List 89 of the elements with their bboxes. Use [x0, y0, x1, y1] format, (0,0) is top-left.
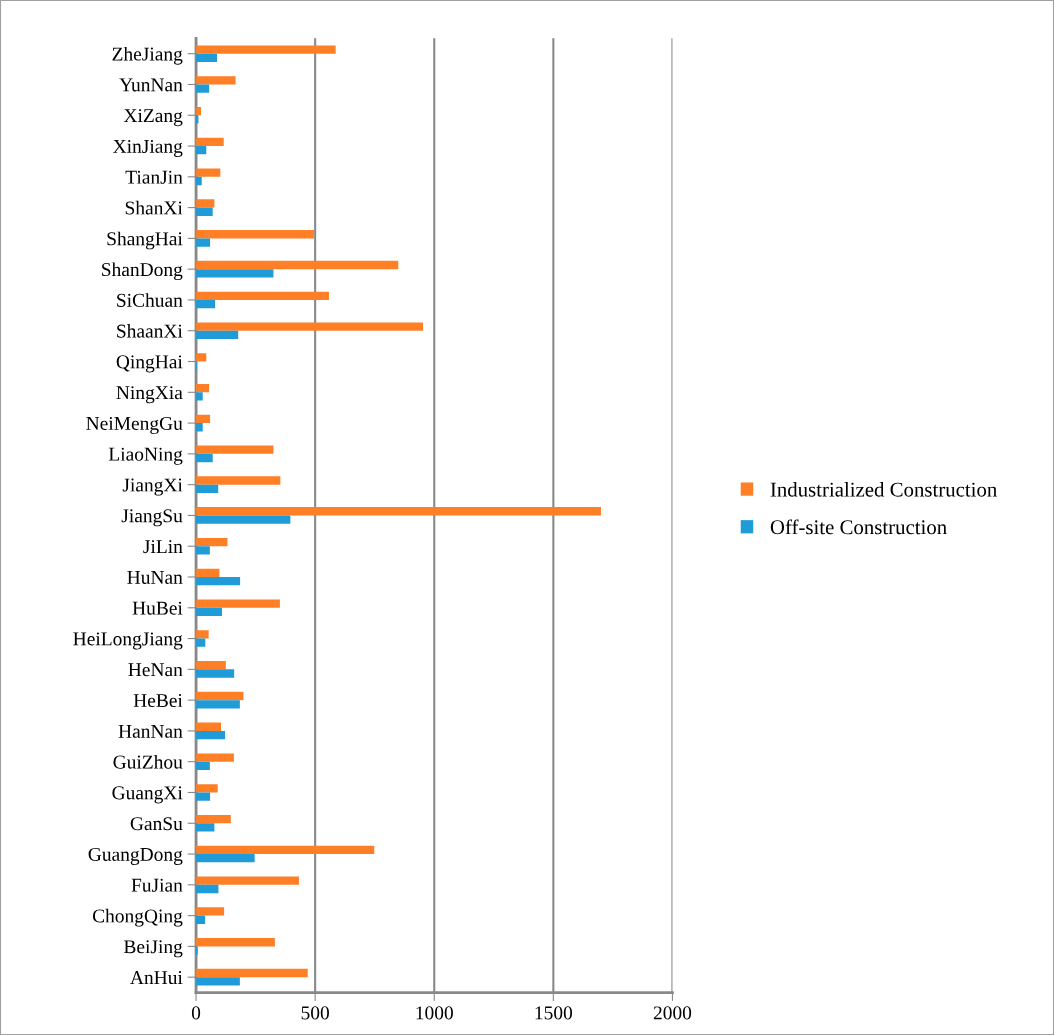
- bar: [196, 792, 211, 801]
- y-tick-label: ChongQing: [92, 908, 183, 927]
- y-tick-label: ShanDong: [102, 262, 183, 281]
- y-tick-label: JiangSu: [121, 509, 183, 527]
- bar: [196, 876, 299, 885]
- bar: [196, 260, 399, 270]
- x-tick-label: 1500: [535, 1006, 573, 1020]
- bar: [196, 546, 210, 555]
- y-tick-label: YunNan: [119, 78, 183, 92]
- bar: [196, 84, 210, 93]
- y-tick-label: XiZang: [123, 109, 183, 127]
- bar: [196, 669, 235, 678]
- y-tick-label: ShangHai: [107, 231, 183, 250]
- bar: [196, 269, 274, 278]
- bar: [196, 730, 226, 740]
- y-tick-label: GuiZhou: [113, 754, 183, 769]
- bar: [196, 330, 239, 340]
- bar: [196, 299, 216, 309]
- y-tick-label: ShaanXi: [117, 323, 183, 338]
- bar: [196, 568, 220, 577]
- y-tick-label: FuJian: [131, 878, 183, 892]
- legend-label: Industrialized Construction: [770, 481, 997, 497]
- bar: [196, 76, 236, 85]
- bar: [196, 630, 209, 639]
- bar: [196, 938, 275, 947]
- y-tick-label: QingHai: [116, 355, 183, 373]
- bar: [196, 977, 240, 986]
- bar: [196, 507, 601, 516]
- y-tick-label: BeiJing: [123, 940, 183, 958]
- bar: [196, 238, 211, 247]
- bar: [196, 453, 213, 463]
- y-tick-label: HeBei: [133, 694, 183, 708]
- bar: [196, 476, 281, 485]
- y-tick-label: HuBei: [132, 601, 183, 615]
- bar: [196, 537, 228, 547]
- bar: [196, 607, 223, 617]
- bar: [196, 907, 225, 916]
- bar: [196, 753, 234, 762]
- bar: [196, 823, 215, 832]
- legend-label: Off-site Construction: [770, 519, 947, 535]
- y-tick-label: XinJiang: [113, 139, 183, 157]
- bar: [196, 168, 221, 177]
- y-tick-label: NeiMengGu: [86, 416, 183, 434]
- bar: [196, 53, 218, 62]
- y-tick-label: GuangXi: [112, 786, 183, 804]
- bar: [196, 700, 240, 709]
- bar: [196, 353, 207, 362]
- x-tick-label: 2000: [653, 1006, 692, 1020]
- bar: [196, 230, 314, 239]
- bar: [196, 207, 213, 216]
- bar: [196, 599, 280, 608]
- y-tick-label: HeiLongJiang: [73, 632, 183, 650]
- bar: [196, 784, 218, 793]
- bar: [196, 484, 219, 493]
- y-tick-label: GanSu: [130, 817, 183, 831]
- bar: [196, 291, 329, 300]
- x-tick-label: 0: [191, 1006, 201, 1020]
- bar: [196, 854, 255, 863]
- bar: [196, 445, 274, 454]
- y-tick-label: LiaoNing: [108, 447, 183, 465]
- y-tick-label: TianJin: [125, 170, 183, 184]
- bar: [196, 691, 244, 701]
- y-tick-label: JiangXi: [122, 478, 183, 496]
- y-tick-label: GuangDong: [88, 847, 183, 865]
- y-tick-label: ShanXi: [125, 200, 183, 215]
- bar: [196, 968, 308, 978]
- y-tick-label: HuNan: [127, 571, 183, 584]
- bar: [196, 45, 336, 54]
- bar: [196, 845, 375, 855]
- bar: [196, 722, 222, 731]
- bar: [196, 661, 226, 670]
- y-tick-label: HeNan: [128, 663, 183, 677]
- y-tick-label: AnHui: [130, 971, 183, 985]
- bar: [196, 761, 210, 770]
- bar: [196, 515, 291, 524]
- bar: [196, 814, 231, 824]
- bar: [196, 392, 203, 401]
- bar: [196, 322, 424, 331]
- y-tick-label: HanNan: [118, 724, 183, 738]
- bar: [196, 137, 224, 147]
- x-tick-label: 500: [301, 1006, 329, 1020]
- y-tick-label: SiChuan: [117, 293, 183, 307]
- y-tick-label: ZheJiang: [112, 46, 183, 65]
- y-tick-label: NingXia: [116, 386, 183, 404]
- bar: [196, 884, 219, 894]
- bar: [196, 199, 215, 208]
- bar: [196, 577, 241, 586]
- x-tick-label: 1000: [416, 1006, 453, 1020]
- y-tick-label: JiLin: [143, 540, 183, 554]
